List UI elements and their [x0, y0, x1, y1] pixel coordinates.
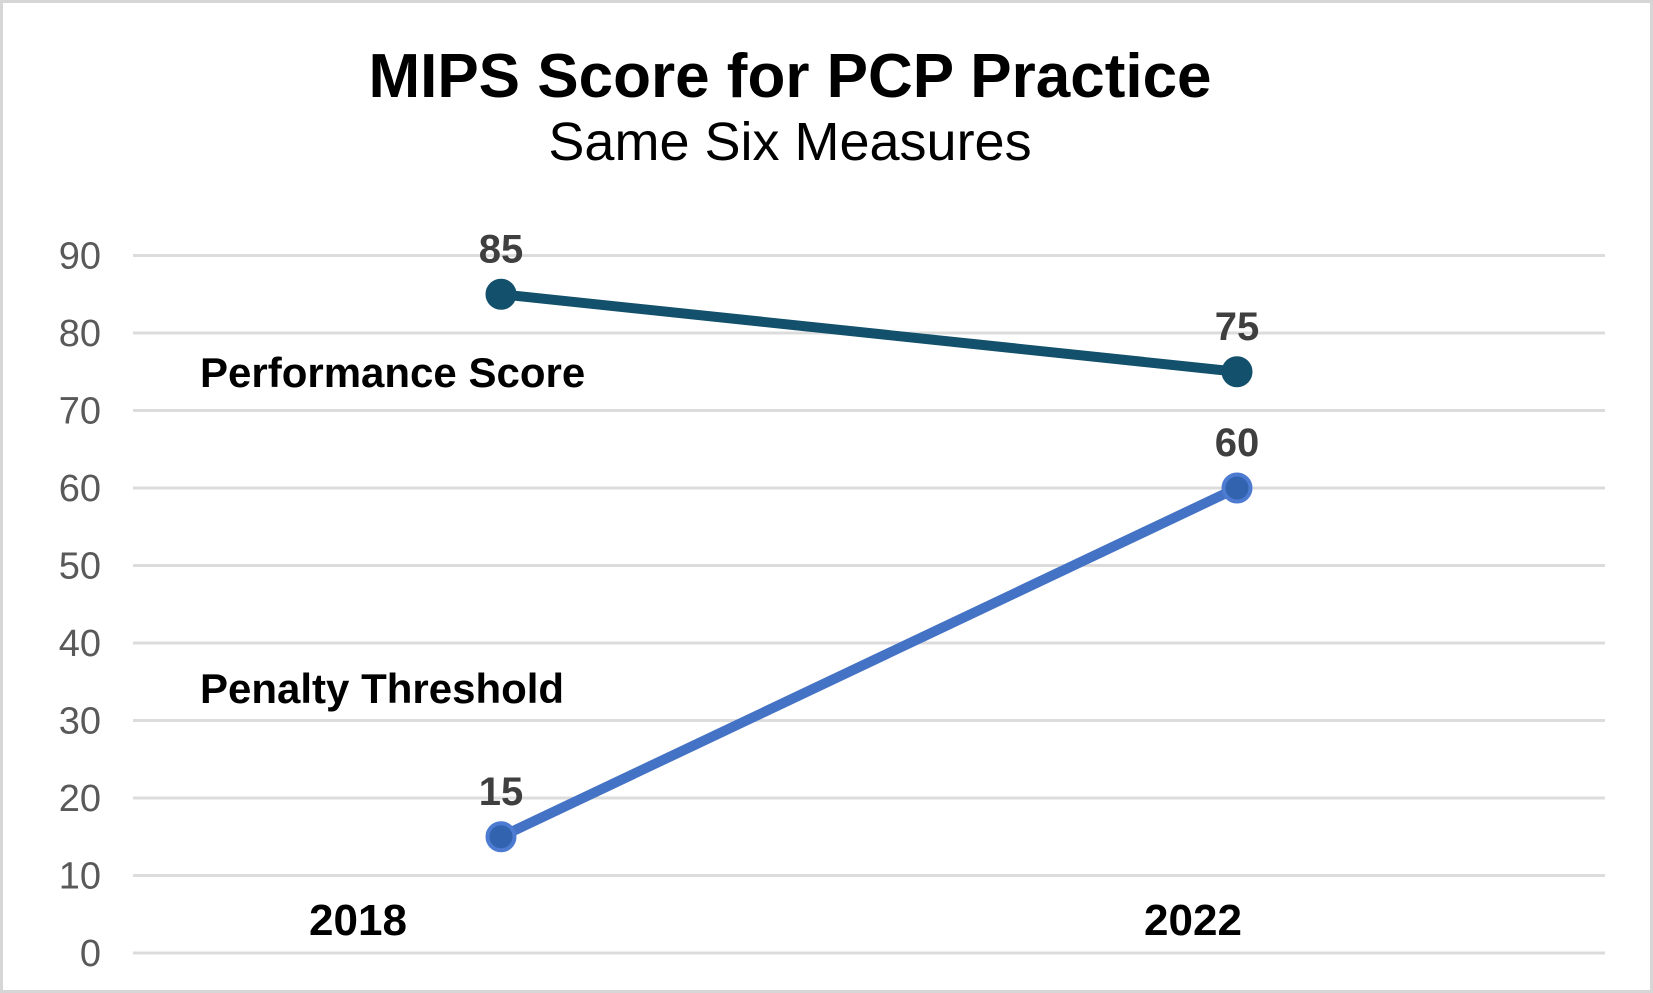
- line-chart-canvas: 0 10 20 30 40 50 60 70 80 90 2018 2022 85 75 Performan…: [59, 227, 1605, 975]
- y-axis-tick-label: 90: [59, 236, 101, 278]
- y-axis-tick-label: 60: [59, 468, 101, 510]
- y-axis-tick-label: 40: [59, 623, 101, 665]
- data-point-marker: [485, 821, 517, 853]
- y-axis-tick-label: 10: [59, 856, 101, 898]
- y-axis-tick-label: 0: [80, 933, 101, 975]
- series-line-performance-score: [496, 289, 1242, 377]
- data-label: 60: [1215, 421, 1260, 465]
- y-axis-tick-label: 30: [59, 701, 101, 743]
- data-point-marker: [1221, 356, 1253, 388]
- data-label: 75: [1215, 305, 1260, 349]
- y-axis-tick-label: 20: [59, 778, 101, 820]
- data-point-marker: [1221, 472, 1253, 504]
- series-label-penalty-threshold: Penalty Threshold: [200, 665, 564, 712]
- series-label-performance-score: Performance Score: [200, 349, 585, 396]
- data-label: 15: [479, 770, 524, 814]
- y-axis-tick-label: 80: [59, 313, 101, 355]
- data-label: 85: [479, 227, 524, 271]
- series-line-penalty-threshold: [496, 483, 1242, 842]
- data-point-marker: [485, 278, 517, 310]
- x-axis-label: 2022: [1144, 896, 1242, 945]
- chart-subtitle: Same Six Measures: [548, 112, 1032, 172]
- y-axis-tick-label: 50: [59, 546, 101, 588]
- chart-title: MIPS Score for PCP Practice: [368, 42, 1212, 111]
- x-axis-label: 2018: [309, 896, 407, 945]
- y-axis-tick-label: 70: [59, 391, 101, 433]
